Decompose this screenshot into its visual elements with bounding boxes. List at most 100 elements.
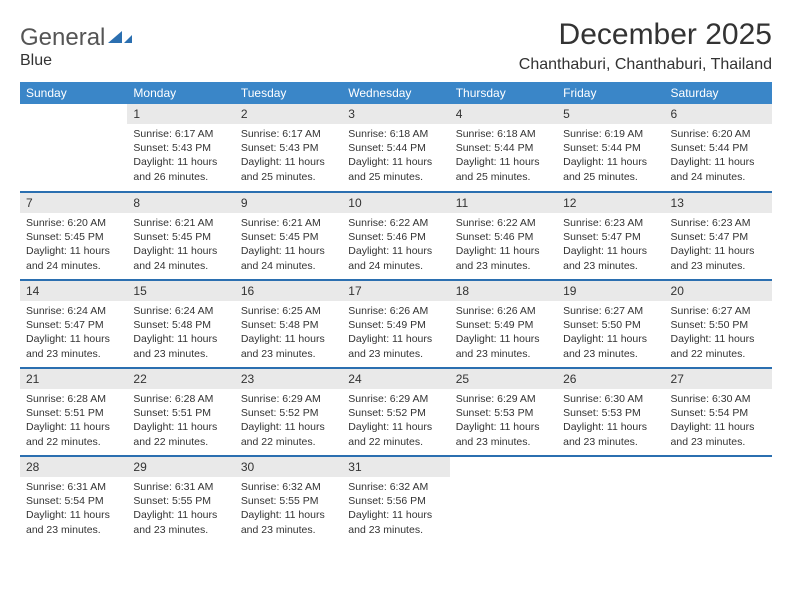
day-content: Sunrise: 6:17 AMSunset: 5:43 PMDaylight:… xyxy=(235,124,342,190)
day-number: 6 xyxy=(665,104,772,124)
day-number: 29 xyxy=(127,457,234,477)
calendar-week-row: 14Sunrise: 6:24 AMSunset: 5:47 PMDayligh… xyxy=(20,280,772,368)
calendar-day-cell: 24Sunrise: 6:29 AMSunset: 5:52 PMDayligh… xyxy=(342,368,449,456)
day-number: 10 xyxy=(342,193,449,213)
title-block: December 2025 Chanthaburi, Chanthaburi, … xyxy=(519,18,772,74)
day-number: 7 xyxy=(20,193,127,213)
day-content: Sunrise: 6:18 AMSunset: 5:44 PMDaylight:… xyxy=(342,124,449,190)
day-content: Sunrise: 6:20 AMSunset: 5:45 PMDaylight:… xyxy=(20,213,127,279)
calendar-day-cell: 21Sunrise: 6:28 AMSunset: 5:51 PMDayligh… xyxy=(20,368,127,456)
day-content: Sunrise: 6:24 AMSunset: 5:47 PMDaylight:… xyxy=(20,301,127,367)
weekday-header: Tuesday xyxy=(235,82,342,104)
sail-icon xyxy=(124,35,132,43)
calendar-day-cell: 3Sunrise: 6:18 AMSunset: 5:44 PMDaylight… xyxy=(342,104,449,192)
day-content: Sunrise: 6:25 AMSunset: 5:48 PMDaylight:… xyxy=(235,301,342,367)
calendar-day-cell: 1Sunrise: 6:17 AMSunset: 5:43 PMDaylight… xyxy=(127,104,234,192)
weekday-header: Friday xyxy=(557,82,664,104)
day-number: 8 xyxy=(127,193,234,213)
weekday-header: Saturday xyxy=(665,82,772,104)
calendar-day-cell: 13Sunrise: 6:23 AMSunset: 5:47 PMDayligh… xyxy=(665,192,772,280)
day-number: 5 xyxy=(557,104,664,124)
day-content: Sunrise: 6:24 AMSunset: 5:48 PMDaylight:… xyxy=(127,301,234,367)
calendar-week-row: 28Sunrise: 6:31 AMSunset: 5:54 PMDayligh… xyxy=(20,456,772,544)
calendar-week-row: 1Sunrise: 6:17 AMSunset: 5:43 PMDaylight… xyxy=(20,104,772,192)
calendar-day-cell: 9Sunrise: 6:21 AMSunset: 5:45 PMDaylight… xyxy=(235,192,342,280)
day-content: Sunrise: 6:27 AMSunset: 5:50 PMDaylight:… xyxy=(665,301,772,367)
day-content: Sunrise: 6:20 AMSunset: 5:44 PMDaylight:… xyxy=(665,124,772,190)
weekday-header: Thursday xyxy=(450,82,557,104)
calendar-day-cell: 2Sunrise: 6:17 AMSunset: 5:43 PMDaylight… xyxy=(235,104,342,192)
day-number: 18 xyxy=(450,281,557,301)
calendar-day-cell: 26Sunrise: 6:30 AMSunset: 5:53 PMDayligh… xyxy=(557,368,664,456)
day-content: Sunrise: 6:21 AMSunset: 5:45 PMDaylight:… xyxy=(127,213,234,279)
calendar-day-cell: 27Sunrise: 6:30 AMSunset: 5:54 PMDayligh… xyxy=(665,368,772,456)
calendar-day-cell xyxy=(557,456,664,544)
day-content: Sunrise: 6:30 AMSunset: 5:54 PMDaylight:… xyxy=(665,389,772,455)
calendar-day-cell xyxy=(665,456,772,544)
day-content: Sunrise: 6:29 AMSunset: 5:53 PMDaylight:… xyxy=(450,389,557,455)
day-content: Sunrise: 6:30 AMSunset: 5:53 PMDaylight:… xyxy=(557,389,664,455)
calendar-table: SundayMondayTuesdayWednesdayThursdayFrid… xyxy=(20,82,772,544)
day-number: 16 xyxy=(235,281,342,301)
brand-logo: General Blue xyxy=(20,18,134,70)
calendar-day-cell: 28Sunrise: 6:31 AMSunset: 5:54 PMDayligh… xyxy=(20,456,127,544)
brand-part2: Blue xyxy=(20,52,52,69)
day-content: Sunrise: 6:22 AMSunset: 5:46 PMDaylight:… xyxy=(450,213,557,279)
day-content: Sunrise: 6:28 AMSunset: 5:51 PMDaylight:… xyxy=(127,389,234,455)
day-number: 17 xyxy=(342,281,449,301)
calendar-day-cell: 31Sunrise: 6:32 AMSunset: 5:56 PMDayligh… xyxy=(342,456,449,544)
day-content: Sunrise: 6:31 AMSunset: 5:55 PMDaylight:… xyxy=(127,477,234,543)
day-number: 1 xyxy=(127,104,234,124)
calendar-day-cell: 6Sunrise: 6:20 AMSunset: 5:44 PMDaylight… xyxy=(665,104,772,192)
calendar-day-cell: 30Sunrise: 6:32 AMSunset: 5:55 PMDayligh… xyxy=(235,456,342,544)
day-number: 26 xyxy=(557,369,664,389)
day-content: Sunrise: 6:32 AMSunset: 5:55 PMDaylight:… xyxy=(235,477,342,543)
day-number: 3 xyxy=(342,104,449,124)
day-content: Sunrise: 6:27 AMSunset: 5:50 PMDaylight:… xyxy=(557,301,664,367)
brand-part1: General xyxy=(20,24,105,52)
day-number: 15 xyxy=(127,281,234,301)
day-number: 22 xyxy=(127,369,234,389)
calendar-day-cell: 23Sunrise: 6:29 AMSunset: 5:52 PMDayligh… xyxy=(235,368,342,456)
day-number: 2 xyxy=(235,104,342,124)
day-number: 27 xyxy=(665,369,772,389)
day-number: 14 xyxy=(20,281,127,301)
day-number: 21 xyxy=(20,369,127,389)
calendar-day-cell: 7Sunrise: 6:20 AMSunset: 5:45 PMDaylight… xyxy=(20,192,127,280)
calendar-day-cell: 5Sunrise: 6:19 AMSunset: 5:44 PMDaylight… xyxy=(557,104,664,192)
calendar-week-row: 7Sunrise: 6:20 AMSunset: 5:45 PMDaylight… xyxy=(20,192,772,280)
weekday-header: Sunday xyxy=(20,82,127,104)
day-content: Sunrise: 6:31 AMSunset: 5:54 PMDaylight:… xyxy=(20,477,127,543)
day-content: Sunrise: 6:29 AMSunset: 5:52 PMDaylight:… xyxy=(235,389,342,455)
day-content: Sunrise: 6:22 AMSunset: 5:46 PMDaylight:… xyxy=(342,213,449,279)
day-content: Sunrise: 6:23 AMSunset: 5:47 PMDaylight:… xyxy=(557,213,664,279)
day-content: Sunrise: 6:28 AMSunset: 5:51 PMDaylight:… xyxy=(20,389,127,455)
day-number: 11 xyxy=(450,193,557,213)
day-number: 20 xyxy=(665,281,772,301)
day-number: 4 xyxy=(450,104,557,124)
calendar-day-cell: 19Sunrise: 6:27 AMSunset: 5:50 PMDayligh… xyxy=(557,280,664,368)
day-number: 12 xyxy=(557,193,664,213)
sail-icon xyxy=(108,31,122,43)
day-content: Sunrise: 6:21 AMSunset: 5:45 PMDaylight:… xyxy=(235,213,342,279)
calendar-day-cell: 18Sunrise: 6:26 AMSunset: 5:49 PMDayligh… xyxy=(450,280,557,368)
day-content: Sunrise: 6:18 AMSunset: 5:44 PMDaylight:… xyxy=(450,124,557,190)
day-number: 25 xyxy=(450,369,557,389)
day-content: Sunrise: 6:19 AMSunset: 5:44 PMDaylight:… xyxy=(557,124,664,190)
calendar-day-cell: 12Sunrise: 6:23 AMSunset: 5:47 PMDayligh… xyxy=(557,192,664,280)
day-number: 30 xyxy=(235,457,342,477)
calendar-day-cell: 11Sunrise: 6:22 AMSunset: 5:46 PMDayligh… xyxy=(450,192,557,280)
day-number: 28 xyxy=(20,457,127,477)
calendar-day-cell xyxy=(20,104,127,192)
location-subtitle: Chanthaburi, Chanthaburi, Thailand xyxy=(519,56,772,74)
day-number: 31 xyxy=(342,457,449,477)
day-number: 13 xyxy=(665,193,772,213)
calendar-day-cell: 22Sunrise: 6:28 AMSunset: 5:51 PMDayligh… xyxy=(127,368,234,456)
day-number: 24 xyxy=(342,369,449,389)
day-number: 9 xyxy=(235,193,342,213)
calendar-day-cell: 4Sunrise: 6:18 AMSunset: 5:44 PMDaylight… xyxy=(450,104,557,192)
calendar-day-cell: 10Sunrise: 6:22 AMSunset: 5:46 PMDayligh… xyxy=(342,192,449,280)
calendar-day-cell: 14Sunrise: 6:24 AMSunset: 5:47 PMDayligh… xyxy=(20,280,127,368)
day-content: Sunrise: 6:23 AMSunset: 5:47 PMDaylight:… xyxy=(665,213,772,279)
calendar-header-row: SundayMondayTuesdayWednesdayThursdayFrid… xyxy=(20,82,772,104)
